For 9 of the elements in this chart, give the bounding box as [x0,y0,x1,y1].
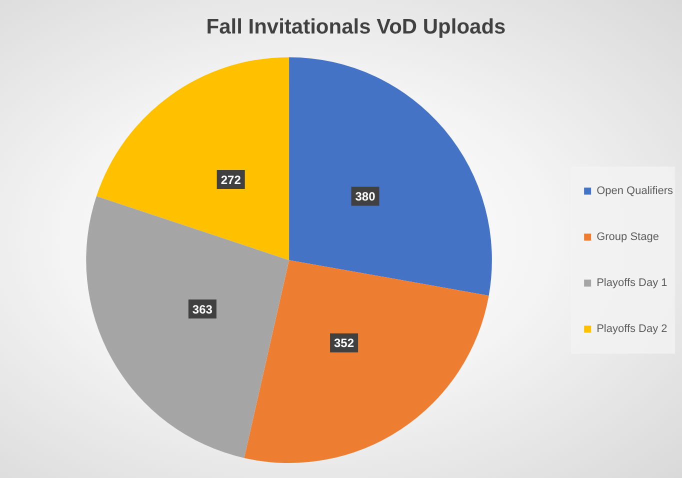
data-label: 380 [355,190,376,204]
chart-title: Fall Invitationals VoD Uploads [206,15,506,38]
data-label: 272 [220,172,242,187]
data-label: 363 [192,302,213,316]
legend-label: Group Stage [596,231,659,244]
data-label: 352 [334,336,354,350]
legend-label: Playoffs Day 1 [596,277,668,290]
legend-label: Playoffs Day 2 [596,323,668,336]
legend-label: Open Qualifiers [596,185,674,198]
